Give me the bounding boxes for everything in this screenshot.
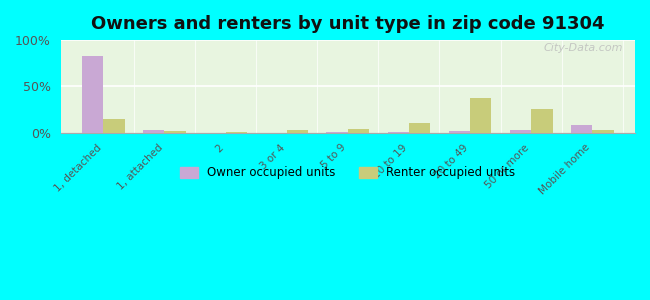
Bar xyxy=(326,132,348,133)
Bar xyxy=(592,130,614,133)
Bar xyxy=(448,131,470,133)
Bar xyxy=(226,132,247,133)
Text: City-Data.com: City-Data.com xyxy=(544,43,623,53)
Bar xyxy=(164,131,186,133)
Bar xyxy=(387,132,409,133)
Bar xyxy=(470,98,491,133)
Legend: Owner occupied units, Renter occupied units: Owner occupied units, Renter occupied un… xyxy=(176,162,520,184)
Bar xyxy=(103,119,125,133)
Bar xyxy=(510,130,531,133)
Bar xyxy=(287,130,308,133)
Bar xyxy=(348,129,369,133)
Bar xyxy=(571,125,592,133)
Title: Owners and renters by unit type in zip code 91304: Owners and renters by unit type in zip c… xyxy=(91,15,604,33)
Bar xyxy=(531,109,552,133)
Bar xyxy=(143,130,164,133)
Bar xyxy=(82,56,103,133)
Bar xyxy=(409,123,430,133)
